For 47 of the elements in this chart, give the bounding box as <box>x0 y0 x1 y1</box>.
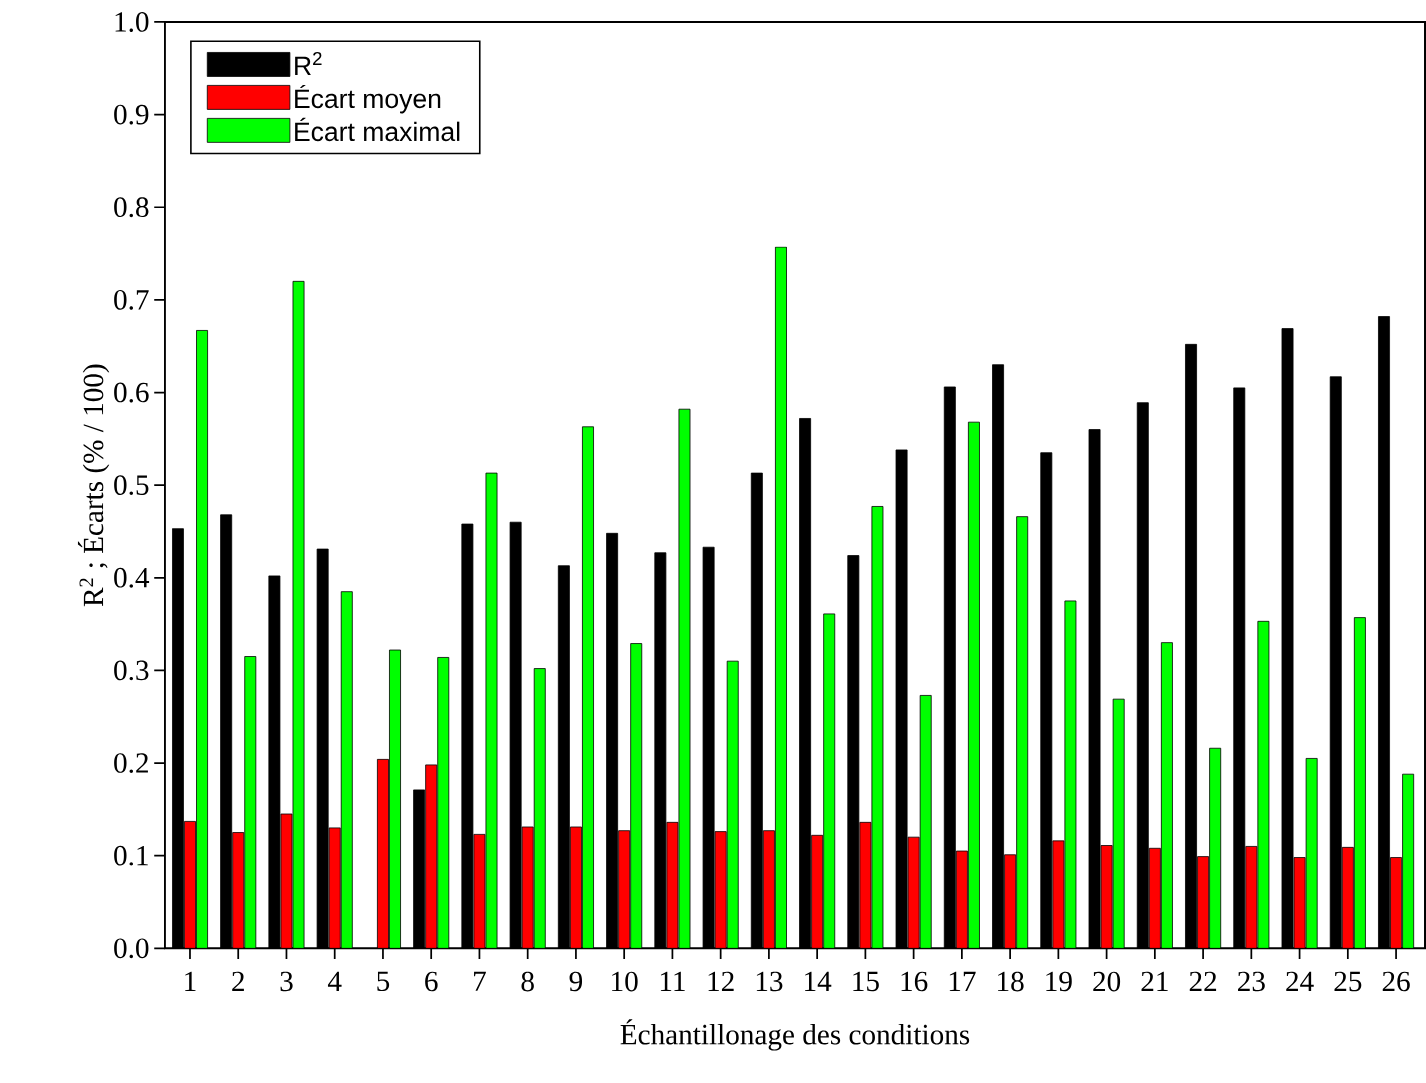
bar <box>618 830 631 949</box>
x-tick-label: 7 <box>474 971 486 991</box>
y-tick-label: 0.6 <box>114 382 149 403</box>
x-tick-label: 24 <box>1286 971 1314 991</box>
x-axis-title: Échantillonage des conditions <box>620 1019 970 1051</box>
legend-label: Écart maximal <box>295 117 460 142</box>
x-tick-label: 13 <box>756 971 783 992</box>
x-tick-label: 20 <box>1093 971 1121 992</box>
y-tick-label: 0.2 <box>114 753 148 773</box>
x-tick-label: 15 <box>853 971 879 992</box>
bar <box>762 830 775 949</box>
x-tick-label: 4 <box>327 971 342 991</box>
y-tick-label: 0.3 <box>114 660 149 681</box>
bar <box>377 758 389 949</box>
x-tick-label: 12 <box>708 971 734 991</box>
x-tick-label: 21 <box>1141 971 1168 991</box>
bar <box>714 831 727 949</box>
y-tick-label: 0.1 <box>114 845 148 866</box>
legend-label: R$^{2}$ <box>295 51 322 75</box>
y-axis-title: R$^{2}$ ; Écarts (% / 100) <box>77 364 110 607</box>
x-tick-label: 17 <box>949 971 976 991</box>
y-tick-label: 0.5 <box>114 475 149 495</box>
y-tick-label: 0.0 <box>114 938 149 959</box>
x-tick-label: 2 <box>232 971 244 991</box>
x-tick-label: 18 <box>998 971 1024 992</box>
legend-label: Écart moyen <box>295 84 441 114</box>
x-tick-label: 11 <box>660 971 685 991</box>
x-tick-label: 26 <box>1382 971 1410 992</box>
x-tick-label: 14 <box>805 971 832 991</box>
y-tick-label: 0.4 <box>114 567 150 588</box>
x-tick-label: 1 <box>185 971 196 991</box>
x-tick-label: 9 <box>569 971 583 992</box>
y-tick-label: 0.7 <box>114 289 149 310</box>
x-tick-label: 5 <box>377 971 390 991</box>
x-tick-label: 3 <box>280 971 293 992</box>
y-tick-label: 0.8 <box>114 197 149 218</box>
x-tick-label: 22 <box>1189 971 1217 991</box>
x-tick-label: 23 <box>1238 971 1265 992</box>
y-tick-label: 0.9 <box>114 104 149 125</box>
x-tick-label: 8 <box>521 971 534 992</box>
x-tick-label: 16 <box>901 971 928 992</box>
x-tick-label: 25 <box>1334 971 1362 992</box>
y-tick-label: 1.0 <box>115 11 149 32</box>
x-tick-label: 19 <box>1046 971 1072 992</box>
bar <box>1004 854 1017 949</box>
x-tick-label: 10 <box>612 971 638 992</box>
x-tick-label: 6 <box>425 971 438 992</box>
